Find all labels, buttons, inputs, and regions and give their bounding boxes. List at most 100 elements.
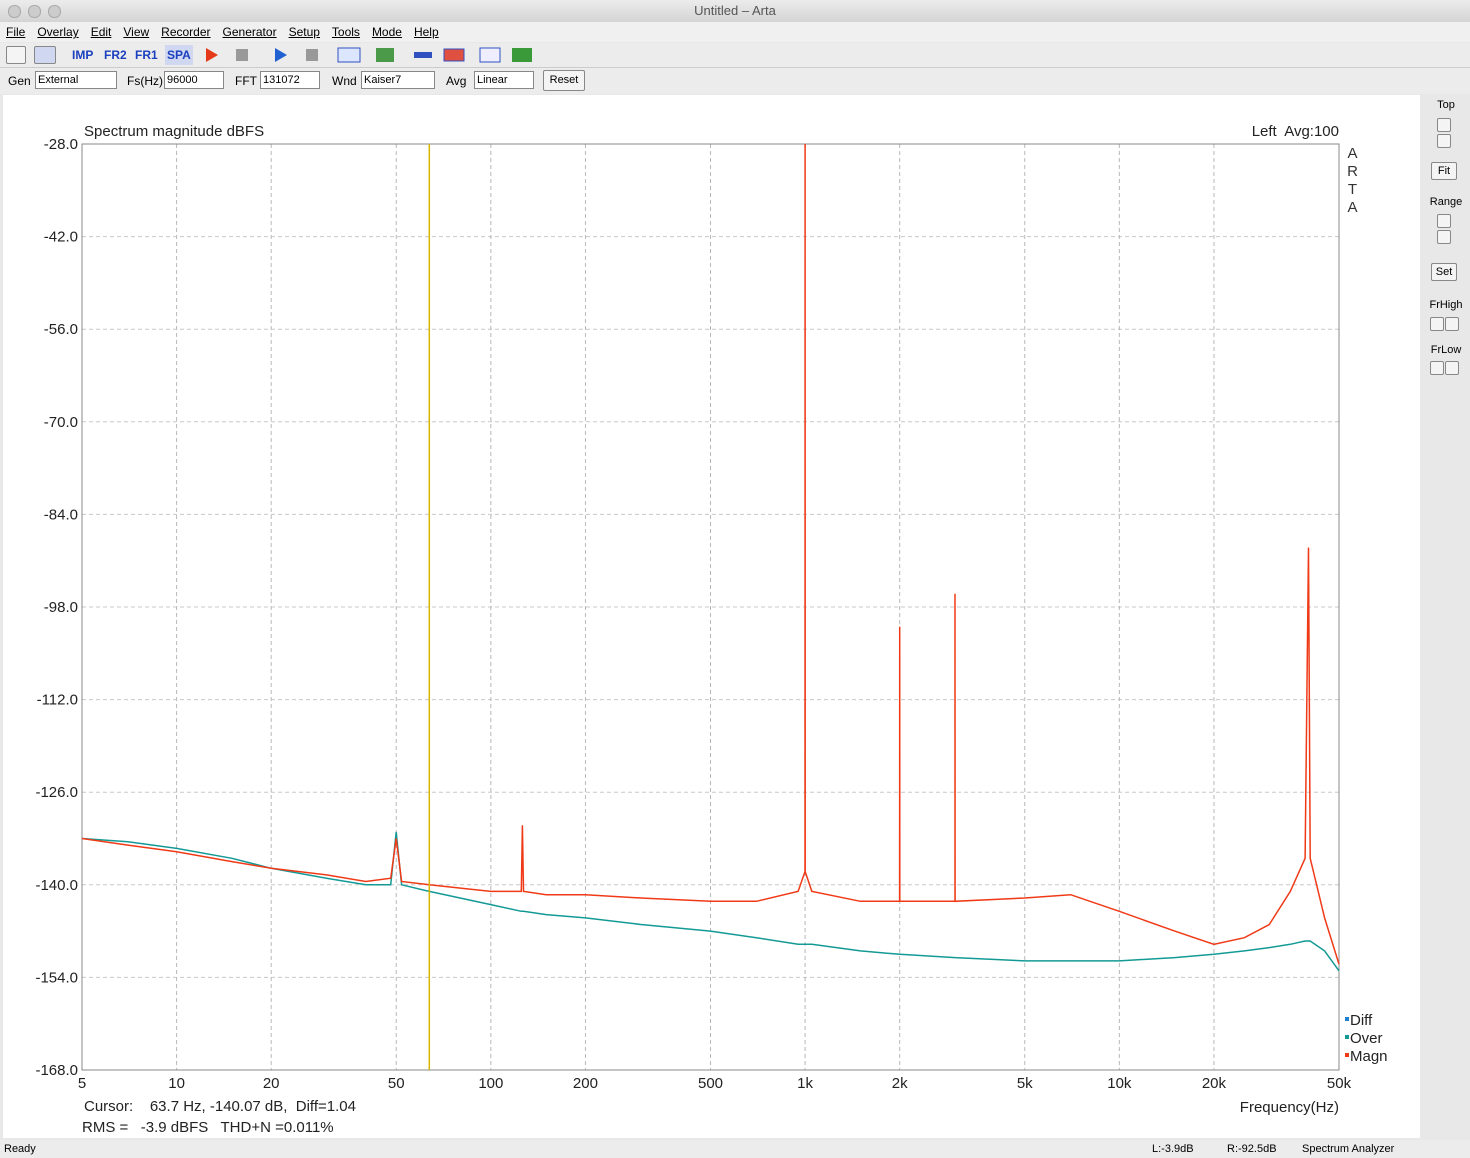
brand: ARTA: [1344, 145, 1361, 217]
frlow-right[interactable]: [1445, 361, 1459, 375]
menu-item[interactable]: Generator: [222, 25, 277, 39]
record-icon[interactable]: [206, 48, 218, 62]
zoom-button[interactable]: [48, 5, 61, 18]
menu-item[interactable]: File: [6, 25, 26, 39]
legend-swatch: [1345, 1035, 1349, 1039]
top-label: Top: [1437, 99, 1455, 111]
fft-label: FFT: [235, 74, 257, 88]
menu-item[interactable]: Edit: [90, 25, 112, 39]
window-title: Untitled – Arta: [694, 3, 776, 18]
avg-select[interactable]: Linear: [474, 71, 534, 89]
status-right: R:-92.5dB: [1227, 1143, 1277, 1155]
menu-item[interactable]: Overlay: [37, 25, 79, 39]
status-ready: Ready: [4, 1143, 36, 1155]
x-tick-label: 100: [478, 1075, 503, 1092]
fs-select[interactable]: 96000: [164, 71, 224, 89]
wnd-label: Wnd: [332, 74, 357, 88]
x-tick-label: 20k: [1202, 1075, 1227, 1092]
frlow-label: FrLow: [1430, 344, 1462, 356]
spa-button[interactable]: SPA: [165, 45, 193, 65]
y-tick-label: -56.0: [44, 321, 78, 338]
menu-item[interactable]: View: [123, 25, 150, 39]
side-panel: Top Fit Range Set FrHigh FrLow: [1422, 95, 1470, 1138]
cursor-readout: Cursor: 63.7 Hz, -140.07 dB, Diff=1.04: [84, 1098, 356, 1115]
x-tick-label: 200: [573, 1075, 598, 1092]
legend-label: Diff: [1350, 1012, 1373, 1029]
new-button[interactable]: [6, 46, 26, 64]
x-tick-label: 50: [388, 1075, 405, 1092]
meter-icon[interactable]: [512, 48, 532, 62]
menu-item[interactable]: Setup: [288, 25, 320, 39]
range-label: Range: [1429, 196, 1463, 208]
range-down[interactable]: [1437, 230, 1451, 244]
y-tick-label: -168.0: [35, 1062, 78, 1079]
top-up[interactable]: [1437, 118, 1451, 132]
top-down[interactable]: [1437, 134, 1451, 148]
gen-icon[interactable]: [443, 48, 465, 62]
x-tick-label: 5k: [1017, 1075, 1033, 1092]
legend-swatch: [1345, 1017, 1349, 1021]
x-tick-label: 1k: [797, 1075, 813, 1092]
y-tick-label: -84.0: [44, 506, 78, 523]
y-tick-label: -42.0: [44, 229, 78, 246]
y-tick-label: -154.0: [35, 969, 78, 986]
menu-item[interactable]: Recorder: [161, 25, 211, 39]
x-tick-label: 5: [78, 1075, 86, 1092]
status-left: L:-3.9dB: [1152, 1143, 1194, 1155]
x-tick-label: 500: [698, 1075, 723, 1092]
x-tick-label: 10k: [1107, 1075, 1132, 1092]
stop-icon[interactable]: [306, 49, 318, 61]
menu-item[interactable]: Tools: [331, 25, 360, 39]
minimize-button[interactable]: [28, 5, 41, 18]
fit-button[interactable]: Fit: [1431, 162, 1457, 180]
legend-label: Magn: [1350, 1048, 1388, 1065]
legend-label: Over: [1350, 1030, 1383, 1047]
channel-label: Left Avg:100: [1252, 123, 1339, 140]
y-tick-label: -112.0: [37, 692, 78, 709]
abc-icon[interactable]: [337, 47, 361, 63]
avg-label: Avg: [446, 74, 467, 88]
x-tick-label: 10: [168, 1075, 185, 1092]
play-icon[interactable]: [275, 48, 287, 62]
menu-item[interactable]: Help: [413, 25, 439, 39]
menu-item[interactable]: Mode: [371, 25, 402, 39]
x-axis-label: Frequency(Hz): [1240, 1099, 1339, 1116]
x-tick-label: 2k: [892, 1075, 908, 1092]
stop-icon[interactable]: [236, 49, 248, 61]
gen-label: Gen: [8, 74, 31, 88]
open-button[interactable]: [34, 46, 56, 64]
x-tick-label: 50k: [1327, 1075, 1352, 1092]
set-button[interactable]: Set: [1431, 263, 1457, 281]
y-tick-label: -98.0: [44, 599, 78, 616]
range-up[interactable]: [1437, 214, 1451, 228]
y-tick-label: -126.0: [35, 784, 78, 801]
frhigh-left[interactable]: [1430, 317, 1444, 331]
frlow-left[interactable]: [1430, 361, 1444, 375]
frhigh-label: FrHigh: [1429, 299, 1463, 311]
toolbar-icons: [206, 47, 532, 63]
control-bar: Gen External Fs(Hz) 96000 FFT 131072 Wnd…: [0, 68, 1470, 94]
chart-panel: -28.0 -42.0 -56.0 -70.0 -84.0 -98.0 -112.0 -126…: [3, 95, 1420, 1138]
toolbar: IMP FR2 FR1 SPA: [0, 43, 1470, 68]
legend-swatch: [1345, 1053, 1349, 1057]
close-button[interactable]: [8, 5, 21, 18]
status-bar: Ready L:-3.9dB R:-92.5dB Spectrum Analyz…: [0, 1140, 1470, 1158]
y-tick-label: -28.0: [44, 136, 78, 153]
probe-icon[interactable]: [414, 52, 432, 58]
rms-readout: RMS = -3.9 dBFS THD+N =0.011%: [82, 1119, 334, 1136]
fr1-button[interactable]: FR1: [135, 48, 158, 62]
scope-icon[interactable]: [479, 47, 501, 63]
fft-select[interactable]: 131072: [260, 71, 320, 89]
gen-select[interactable]: External: [35, 71, 117, 89]
y-tick-label: -140.0: [35, 877, 78, 894]
reset-button[interactable]: Reset: [543, 70, 585, 91]
fr2-button[interactable]: FR2: [104, 48, 127, 62]
fs-label: Fs(Hz): [127, 74, 163, 88]
chart-title: Spectrum magnitude dBFS: [84, 123, 264, 140]
frhigh-right[interactable]: [1445, 317, 1459, 331]
chart: -28.0 -42.0 -56.0 -70.0 -84.0 -98.0 -112.0 -126…: [35, 123, 1388, 1136]
chart-icon[interactable]: [376, 48, 394, 62]
x-tick-label: 20: [263, 1075, 280, 1092]
wnd-select[interactable]: Kaiser7: [361, 71, 435, 89]
impulse-button[interactable]: IMP: [72, 48, 94, 62]
